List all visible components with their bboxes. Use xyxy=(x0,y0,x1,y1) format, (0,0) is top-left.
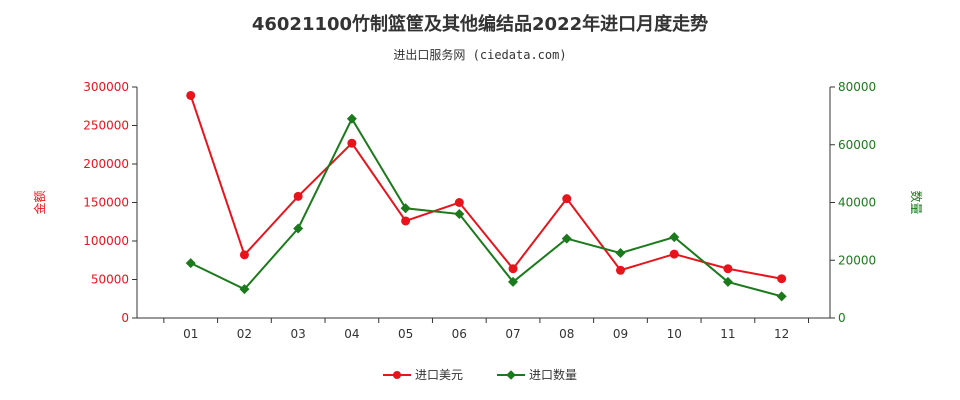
y-right-tick-label: 60000 xyxy=(838,138,876,152)
series-line-usd xyxy=(189,95,782,280)
point-qty xyxy=(561,233,572,244)
legend-item-qty[interactable]: 进口数量 xyxy=(497,366,577,383)
point-usd xyxy=(186,90,196,100)
x-tick-label: 09 xyxy=(613,327,628,341)
x-tick-label: 11 xyxy=(720,327,735,341)
chart-subtitle: 进出口服务网 (ciedata.com) xyxy=(393,48,567,62)
x-tick-label: 02 xyxy=(237,327,252,341)
point-usd xyxy=(401,216,411,226)
point-usd xyxy=(347,138,357,148)
x-tick-label: 08 xyxy=(559,327,574,341)
legend-swatch-qty xyxy=(497,369,525,381)
point-qty xyxy=(615,248,626,259)
x-tick-label: 01 xyxy=(183,327,198,341)
point-qty xyxy=(454,209,465,220)
x-tick-label: 07 xyxy=(505,327,520,341)
y-left-tick-label: 200000 xyxy=(83,157,129,171)
y-axis-right-label: 数量 xyxy=(909,190,924,214)
y-left-tick-label: 250000 xyxy=(83,119,129,133)
point-usd xyxy=(508,264,518,274)
legend-item-usd[interactable]: 进口美元 xyxy=(382,366,463,383)
point-usd xyxy=(293,191,303,201)
point-usd xyxy=(562,194,572,204)
y-right-tick-label: 80000 xyxy=(838,80,876,94)
y-right-tick-label: 40000 xyxy=(838,196,876,210)
series-group xyxy=(185,90,787,302)
legend-label-qty: 进口数量 xyxy=(529,368,578,382)
x-tick-label: 03 xyxy=(291,327,306,341)
x-tick-label: 04 xyxy=(344,327,359,341)
point-qty xyxy=(400,203,411,214)
point-usd xyxy=(777,274,787,284)
x-tick-label: 10 xyxy=(667,327,682,341)
legend-label-usd: 进口美元 xyxy=(414,368,463,382)
y-left-tick-label: 50000 xyxy=(91,273,129,287)
point-qty xyxy=(508,276,519,287)
point-usd xyxy=(669,249,679,259)
point-qty xyxy=(346,113,357,124)
point-usd xyxy=(615,265,625,275)
y-axis-left-label: 金额 xyxy=(32,190,47,214)
point-usd xyxy=(239,250,249,260)
point-qty xyxy=(239,284,250,295)
legend: 进口美元 进口数量 xyxy=(0,366,960,383)
x-tick-label: 05 xyxy=(398,327,413,341)
y-left-tick-label: 150000 xyxy=(83,196,129,210)
point-qty xyxy=(669,232,680,243)
x-tick-label: 06 xyxy=(452,327,467,341)
point-usd xyxy=(454,198,464,207)
point-qty xyxy=(185,258,196,269)
point-qty xyxy=(776,291,787,302)
legend-swatch-usd xyxy=(382,369,411,381)
axes-group: 0500001000001500002000002500003000000200… xyxy=(32,80,924,341)
chart-title: 46021100竹制篮筐及其他编结品2022年进口月度走势 xyxy=(251,14,709,35)
point-qty xyxy=(293,223,304,234)
y-right-tick-label: 20000 xyxy=(838,253,876,267)
y-right-tick-label: 0 xyxy=(838,311,846,325)
series-line-qty xyxy=(190,116,782,298)
point-usd xyxy=(723,264,733,274)
y-left-tick-label: 0 xyxy=(121,311,129,325)
y-left-tick-label: 300000 xyxy=(83,80,129,94)
point-qty xyxy=(722,276,733,287)
y-left-tick-label: 100000 xyxy=(83,234,129,248)
x-tick-label: 12 xyxy=(774,327,789,341)
